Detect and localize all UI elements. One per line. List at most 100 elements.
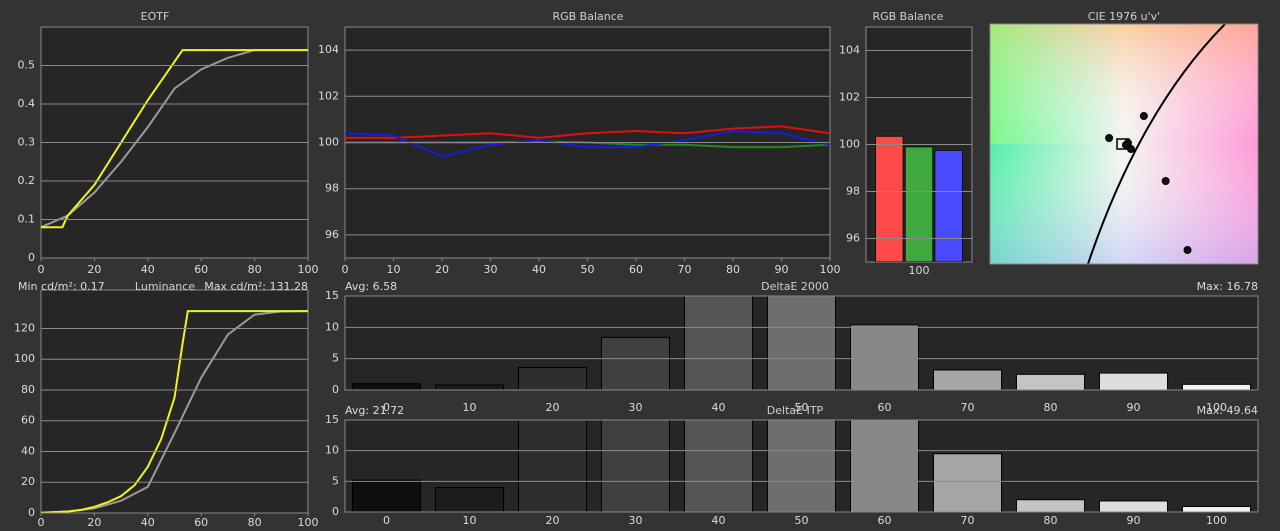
x-tick-label: 10: [463, 401, 477, 414]
x-tick-label: 80: [1044, 514, 1058, 527]
x-tick-label: 90: [775, 263, 789, 276]
x-tick-label: 50: [581, 263, 595, 276]
series-line: [345, 125, 830, 139]
point: [1183, 246, 1192, 254]
annotation: Avg: 6.58: [345, 280, 397, 293]
x-tick-label: 0: [38, 516, 45, 529]
annotation: Max cd/m²: 131.28: [204, 280, 308, 293]
bar: [600, 336, 671, 390]
x-tick-label: 100: [298, 516, 319, 529]
bar: [1015, 373, 1086, 390]
x-tick-label: 20: [546, 514, 560, 527]
bar: [683, 420, 754, 512]
annotation: Min cd/m²: 0.17: [18, 280, 105, 293]
bar: [1015, 499, 1086, 512]
x-tick-label: 100: [298, 263, 319, 276]
plot: [875, 135, 963, 262]
y-tick-label: 104: [318, 43, 339, 56]
x-tick-label: 80: [726, 263, 740, 276]
x-tick-label: 0: [342, 263, 349, 276]
annotation: Avg: 21.72: [345, 404, 404, 417]
x-tick-label: 80: [1044, 401, 1058, 414]
x-tick-label: 0: [38, 263, 45, 276]
annotation: Max: 49.64: [1197, 404, 1258, 417]
x-tick-label: 40: [141, 263, 155, 276]
point: [1139, 112, 1148, 120]
bar: [351, 479, 422, 512]
point: [1105, 134, 1114, 142]
y-tick-label: 0.1: [18, 213, 36, 226]
bar: [351, 383, 422, 390]
y-tick-label: 120: [14, 321, 35, 334]
y-tick-label: 5: [332, 352, 339, 365]
x-tick-label: 50: [795, 401, 809, 414]
bar: [934, 149, 963, 262]
x-tick-label: 0: [383, 401, 390, 414]
x-tick-label: 30: [629, 401, 643, 414]
point: [1161, 177, 1170, 185]
chart-title: DeltaE 2000: [761, 280, 829, 293]
bar: [875, 135, 904, 262]
x-tick-label: 100: [1206, 514, 1227, 527]
x-tick-label: 20: [546, 401, 560, 414]
x-tick-label: 50: [795, 514, 809, 527]
bar: [1098, 500, 1169, 512]
x-tick-label: 70: [678, 263, 692, 276]
y-tick-label: 0: [332, 383, 339, 396]
y-tick-label: 0.3: [18, 136, 36, 149]
y-tick-label: 98: [325, 182, 339, 195]
chart-title: EOTF: [141, 10, 170, 23]
y-tick-label: 5: [332, 474, 339, 487]
plot: [41, 49, 308, 229]
x-tick-label: 20: [87, 516, 101, 529]
chart-title: CIE 1976 u'v': [1088, 10, 1160, 23]
x-tick-label: 30: [484, 263, 498, 276]
x-tick-label: 60: [194, 263, 208, 276]
x-tick-label: 80: [248, 263, 262, 276]
bar: [849, 420, 920, 512]
bar: [1181, 383, 1252, 390]
y-tick-label: 0.2: [18, 174, 36, 187]
x-tick-label: 70: [961, 514, 975, 527]
y-tick-label: 0.4: [18, 97, 36, 110]
y-tick-label: 0.5: [18, 59, 36, 72]
chart-title: DeltaE ITP: [767, 404, 824, 417]
plot-area: [40, 289, 309, 514]
bar: [1098, 372, 1169, 390]
bar: [683, 296, 754, 390]
x-tick-label: 100: [909, 264, 930, 277]
point: [1121, 141, 1130, 149]
bar: [849, 324, 920, 390]
x-tick-label: 60: [629, 263, 643, 276]
annotation: Max: 16.78: [1197, 280, 1258, 293]
x-tick-label: 10: [387, 263, 401, 276]
bar: [766, 420, 837, 512]
x-tick-label: 20: [87, 263, 101, 276]
y-tick-label: 100: [318, 136, 339, 149]
x-tick-label: 0: [383, 514, 390, 527]
x-tick-label: 40: [141, 516, 155, 529]
bar: [517, 420, 588, 512]
x-tick-label: 30: [629, 514, 643, 527]
x-tick-label: 20: [435, 263, 449, 276]
y-tick-label: 40: [21, 444, 35, 457]
y-tick-label: 96: [846, 232, 860, 245]
x-tick-label: 100: [1206, 401, 1227, 414]
y-tick-label: 10: [325, 320, 339, 333]
series-line: [345, 129, 830, 158]
plot: [351, 296, 1252, 390]
bar: [932, 369, 1003, 390]
y-tick-label: 20: [21, 475, 35, 488]
bar: [766, 296, 837, 390]
x-tick-label: 60: [878, 514, 892, 527]
bar: [517, 366, 588, 390]
x-tick-label: 40: [532, 263, 546, 276]
x-tick-label: 80: [248, 516, 262, 529]
y-tick-label: 0: [28, 251, 35, 264]
bar: [932, 453, 1003, 512]
y-tick-label: 102: [318, 89, 339, 102]
chart-title: RGB Balance: [872, 10, 943, 23]
series-line: [41, 49, 308, 229]
x-tick-label: 70: [961, 401, 975, 414]
y-tick-label: 100: [839, 138, 860, 151]
